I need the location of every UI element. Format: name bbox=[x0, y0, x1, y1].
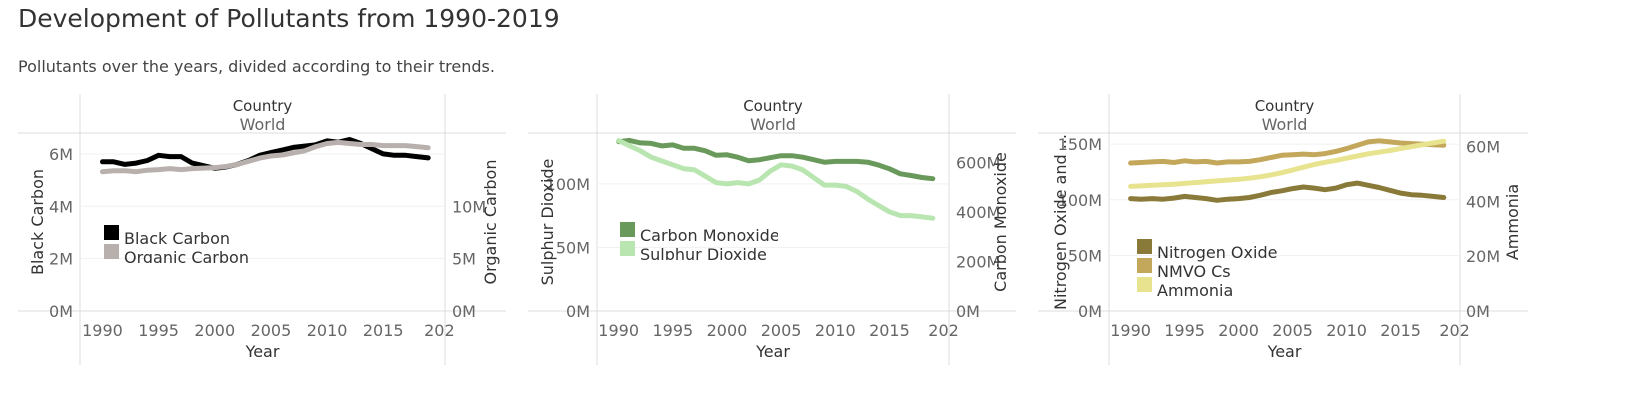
x-axis-tick: 202 bbox=[424, 321, 455, 340]
legend-swatch-nitrogen-oxide bbox=[1137, 239, 1152, 254]
right-axis-tick: 60M bbox=[1466, 138, 1500, 157]
header-field: Country bbox=[233, 97, 293, 115]
x-axis-label: Year bbox=[755, 342, 790, 361]
legend-swatch-organic-carbon bbox=[104, 244, 119, 259]
left-axis-tick: 6M bbox=[49, 145, 73, 164]
x-axis-tick: 1995 bbox=[1164, 321, 1205, 340]
x-axis-tick: 1995 bbox=[138, 321, 179, 340]
legend-swatch-sulphur-dioxide bbox=[620, 241, 635, 256]
legend-swatch-carbon-monoxide bbox=[620, 222, 635, 237]
header-value: World bbox=[750, 115, 796, 134]
right-axis-label: Ammonia bbox=[1503, 184, 1522, 260]
right-axis-tick: 200M bbox=[956, 253, 1000, 272]
right-axis-tick: 600M bbox=[956, 154, 1000, 173]
left-axis-tick: 0M bbox=[566, 302, 590, 321]
page-subtitle: Pollutants over the years, divided accor… bbox=[18, 57, 495, 76]
x-axis-tick: 1990 bbox=[1110, 321, 1151, 340]
x-axis-tick: 2015 bbox=[869, 321, 910, 340]
x-axis-tick: 2000 bbox=[1218, 321, 1259, 340]
left-axis-label: Black Carbon bbox=[28, 169, 47, 275]
right-axis-tick: 0M bbox=[1466, 302, 1490, 321]
left-axis-tick: 50M bbox=[556, 238, 590, 257]
x-axis-tick: 202 bbox=[928, 321, 959, 340]
series-line-ammonia bbox=[1128, 138, 1447, 189]
x-axis-tick: 2000 bbox=[194, 321, 235, 340]
series-line-nitrogen-oxide bbox=[1128, 180, 1447, 203]
x-axis-tick: 2015 bbox=[1380, 321, 1421, 340]
left-axis-label: Nitrogen Oxide and ... bbox=[1051, 134, 1070, 310]
left-axis-tick: 4M bbox=[49, 197, 73, 216]
page-title: Development of Pollutants from 1990-2019 bbox=[18, 4, 560, 33]
right-axis-tick: 400M bbox=[956, 203, 1000, 222]
x-axis-label: Year bbox=[245, 342, 280, 361]
series-line-carbon-monoxide bbox=[616, 137, 936, 182]
left-axis-tick: 100M bbox=[546, 175, 590, 194]
x-axis-label: Year bbox=[1267, 342, 1302, 361]
right-axis-tick: 40M bbox=[1466, 192, 1500, 211]
x-axis-tick: 1990 bbox=[598, 321, 639, 340]
legend-label-nmvo-cs: NMVO Cs bbox=[1157, 262, 1231, 281]
left-axis-tick: 100M bbox=[1058, 191, 1102, 210]
header-field: Country bbox=[1255, 97, 1315, 115]
header-value: World bbox=[1262, 115, 1308, 134]
x-axis-tick: 1995 bbox=[652, 321, 693, 340]
right-axis-label: Carbon Monoxide bbox=[991, 152, 1010, 292]
legend-label-black-carbon: Black Carbon bbox=[124, 229, 230, 248]
x-axis-tick: 1990 bbox=[82, 321, 123, 340]
legend-label-sulphur-dioxide: Sulphur Dioxide bbox=[640, 245, 767, 264]
legend-swatch-ammonia bbox=[1137, 277, 1152, 292]
x-axis-tick: 2010 bbox=[815, 321, 856, 340]
series-line-organic-carbon bbox=[100, 139, 431, 175]
left-axis-tick: 150M bbox=[1058, 135, 1102, 154]
right-axis-tick: 5M bbox=[452, 250, 476, 269]
right-axis-tick: 20M bbox=[1466, 247, 1500, 266]
header-value: World bbox=[240, 115, 286, 134]
left-axis-tick: 50M bbox=[1068, 246, 1102, 265]
legend-swatch-black-carbon bbox=[104, 225, 119, 240]
legend-label-carbon-monoxide: Carbon Monoxide bbox=[640, 226, 780, 245]
right-axis-tick: 10M bbox=[452, 197, 486, 216]
right-axis-tick: 0M bbox=[956, 302, 980, 321]
left-axis-tick: 2M bbox=[49, 250, 73, 269]
x-axis-tick: 2015 bbox=[363, 321, 404, 340]
legend-swatch-nmvo-cs bbox=[1137, 258, 1152, 273]
legend-label-ammonia: Ammonia bbox=[1157, 281, 1233, 300]
left-axis-label: Sulphur Dioxide bbox=[538, 159, 557, 286]
x-axis-tick: 202 bbox=[1439, 321, 1470, 340]
legend-label-organic-carbon: Organic Carbon bbox=[124, 248, 249, 267]
left-axis-tick: 0M bbox=[1078, 302, 1102, 321]
legend-label-nitrogen-oxide: Nitrogen Oxide bbox=[1157, 243, 1277, 262]
series-line-nmvo-cs bbox=[1128, 138, 1447, 166]
x-axis-tick: 2010 bbox=[1326, 321, 1367, 340]
x-axis-tick: 2010 bbox=[307, 321, 348, 340]
x-axis-tick: 2000 bbox=[707, 321, 748, 340]
x-axis-tick: 2005 bbox=[761, 321, 802, 340]
series-line-black-carbon bbox=[100, 137, 431, 171]
right-axis-label: Organic Carbon bbox=[481, 160, 500, 285]
series-line-sulphur-dioxide bbox=[616, 138, 936, 221]
x-axis-tick: 2005 bbox=[251, 321, 292, 340]
x-axis-tick: 2005 bbox=[1272, 321, 1313, 340]
header-field: Country bbox=[743, 97, 803, 115]
left-axis-tick: 0M bbox=[49, 302, 73, 321]
right-axis-tick: 0M bbox=[452, 302, 476, 321]
